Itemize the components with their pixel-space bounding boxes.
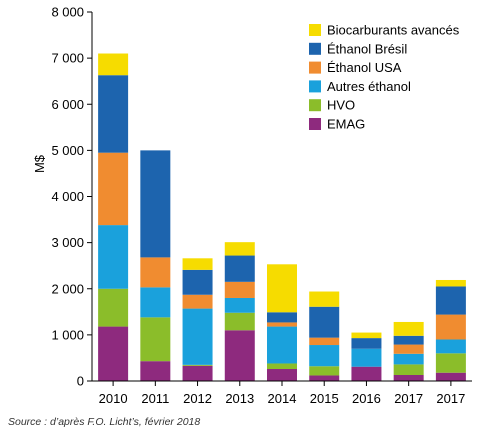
bar-segment--thanol-br-sil — [224, 255, 255, 282]
bar-segment--thanol-br-sil — [435, 286, 466, 315]
legend-swatch — [309, 118, 321, 130]
bar-segment-hvo — [267, 363, 297, 370]
x-tick-label: 2013 — [225, 391, 254, 406]
bar-segment-hvo — [393, 364, 424, 376]
x-tick-label: 2015 — [310, 391, 339, 406]
bar-segment--thanol-usa — [393, 344, 424, 354]
bar-segment-biocarburants-avanc-s — [435, 279, 466, 287]
legend-label: Biocarburants avancés — [327, 23, 460, 38]
x-tick-label: 2012 — [183, 391, 212, 406]
source-note: Source : d’après F.O. Licht’s, février 2… — [8, 416, 201, 428]
bar-segment-autres-thanol — [393, 353, 424, 365]
legend-swatch — [309, 99, 321, 112]
bar-segment-hvo — [140, 317, 171, 362]
bar-segment--thanol-usa — [182, 294, 213, 309]
bar-segment--thanol-br-sil — [309, 306, 340, 338]
bar-segment-autres-thanol — [351, 348, 382, 367]
y-tick-label: 7 000 — [51, 51, 84, 66]
bar-segment-autres-thanol — [267, 326, 297, 364]
legend-label: EMAG — [327, 117, 365, 132]
x-tick-label: 2016 — [352, 391, 381, 406]
y-tick-label: 6 000 — [51, 97, 84, 112]
bar-segment--thanol-usa — [309, 337, 340, 346]
x-tick-label: 2011 — [141, 391, 169, 406]
bar-segment-biocarburants-avanc-s — [224, 242, 255, 256]
bar-segment-autres-thanol — [435, 339, 466, 354]
x-tick-label: 2017 — [394, 391, 423, 406]
legend-label: Autres éthanol — [327, 79, 411, 94]
y-tick-label: 1 000 — [51, 327, 84, 342]
bar-segment--thanol-usa — [435, 314, 466, 340]
y-axis-label: M$ — [32, 154, 47, 173]
y-axis-ticks: 0 1 000 2 000 3 000 4 000 5 000 6 000 7 000 8 00… — [51, 5, 92, 389]
bar-segment-autres-thanol — [224, 297, 255, 313]
bar-segment--thanol-br-sil — [351, 338, 382, 349]
bar-segment--thanol-usa — [98, 152, 129, 226]
legend-swatch — [309, 24, 321, 36]
bar-segment--thanol-br-sil — [140, 150, 171, 258]
legend-swatch — [309, 61, 321, 74]
bar-segment--thanol-br-sil — [98, 75, 129, 153]
bar-segment-biocarburants-avanc-s — [351, 332, 382, 339]
bar-segment-biocarburants-avanc-s — [309, 291, 340, 307]
legend-swatch — [309, 42, 321, 55]
bar-segment-emag — [182, 365, 213, 381]
bar-segment-emag — [435, 372, 466, 381]
bar-segment-autres-thanol — [98, 225, 129, 289]
bar-segment-emag — [140, 361, 171, 381]
bar-segment-hvo — [182, 364, 213, 366]
bar-segment-emag — [309, 375, 340, 381]
legend-label: HVO — [327, 98, 355, 113]
bar-segment-biocarburants-avanc-s — [98, 53, 129, 76]
y-tick-label: 2 000 — [51, 281, 84, 296]
bar-segment-autres-thanol — [182, 308, 213, 365]
bar-segment-emag — [267, 369, 297, 381]
x-tick-label: 2010 — [99, 391, 128, 406]
y-tick-label: 5 000 — [51, 143, 84, 158]
bar-segment--thanol-br-sil — [393, 335, 424, 345]
x-axis-ticks: 2010 2011 2012 2013 2014 2015 2016 2017 2017 — [99, 381, 465, 406]
y-tick-label: 8 000 — [51, 5, 84, 20]
bar-segment--thanol-usa — [267, 322, 297, 327]
bar-segment-hvo — [435, 353, 466, 373]
bar-segment-biocarburants-avanc-s — [267, 264, 297, 313]
stacked-bar-chart: 0 1 000 2 000 3 000 4 000 5 000 6 000 7 000 8 00… — [32, 5, 472, 406]
bar-segment-emag — [224, 330, 255, 381]
bar-segment-emag — [351, 366, 382, 381]
y-tick-label: 4 000 — [51, 189, 84, 204]
bar-segment--thanol-usa — [224, 281, 255, 298]
bar-segment-emag — [98, 326, 129, 381]
bar-segment--thanol-br-sil — [267, 312, 297, 323]
y-tick-label: 0 — [77, 374, 84, 389]
bar-segment-hvo — [224, 312, 255, 331]
bar-segment--thanol-usa — [140, 257, 171, 288]
bar-segment-emag — [393, 375, 424, 381]
x-tick-label: 2017 — [436, 391, 465, 406]
legend-label: Éthanol USA — [327, 60, 402, 75]
bar-segment-biocarburants-avanc-s — [393, 321, 424, 336]
legend-swatch — [309, 80, 321, 93]
x-tick-label: 2014 — [268, 391, 297, 406]
bar-segment-biocarburants-avanc-s — [182, 258, 213, 270]
bar-segment--thanol-br-sil — [182, 269, 213, 295]
bar-segment-autres-thanol — [140, 287, 171, 318]
bar-segment-autres-thanol — [309, 345, 340, 367]
bars-layer — [98, 53, 466, 381]
legend: Biocarburants avancés Éthanol Brésil Éthan… — [309, 23, 460, 132]
bar-segment-hvo — [98, 288, 129, 327]
bar-segment-hvo — [309, 366, 340, 376]
legend-label: Éthanol Brésil — [327, 41, 407, 56]
y-tick-label: 3 000 — [51, 235, 84, 250]
